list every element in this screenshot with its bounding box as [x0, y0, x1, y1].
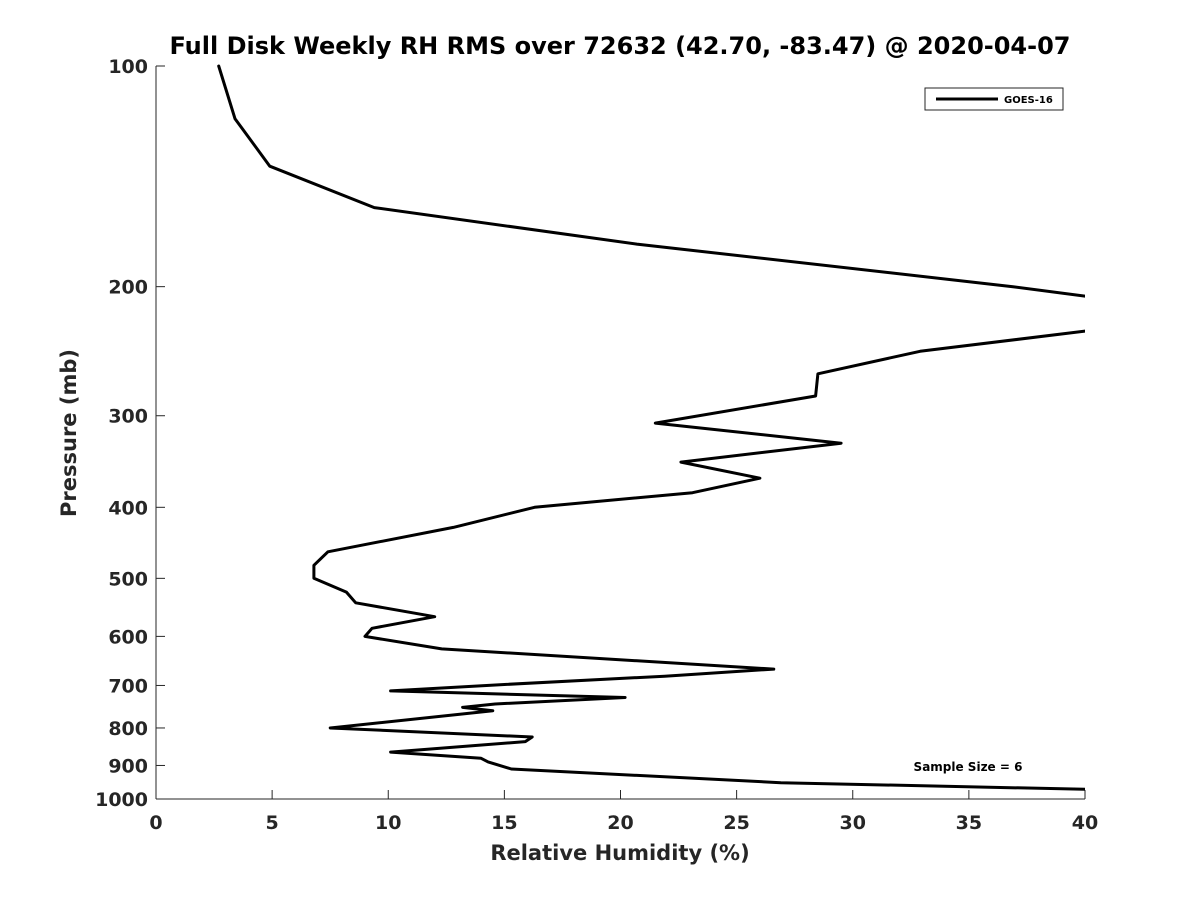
y-tick-label: 500 — [108, 568, 148, 590]
sample-size-annotation: Sample Size = 6 — [914, 760, 1023, 774]
x-tick-label: 30 — [840, 812, 866, 834]
y-tick-label: 100 — [108, 56, 148, 78]
legend-series-label: GOES-16 — [1004, 95, 1053, 106]
x-tick-label: 15 — [491, 812, 517, 834]
series-line-goes16-segment-2 — [312, 329, 1085, 791]
y-axis-ticks: 100 200 300 400 500 600 700 800 900 1000 — [95, 56, 165, 811]
x-tick-label: 10 — [375, 812, 401, 834]
y-tick-label: 1000 — [95, 789, 148, 811]
x-axis-label: Relative Humidity (%) — [490, 841, 749, 865]
x-tick-label: 0 — [149, 812, 162, 834]
x-axis-ticks: 0 5 10 15 20 25 30 35 40 — [149, 790, 1098, 834]
y-tick-label: 200 — [108, 277, 148, 299]
y-tick-label: 900 — [108, 755, 148, 777]
chart-title: Full Disk Weekly RH RMS over 72632 (42.7… — [169, 32, 1070, 60]
x-tick-label: 40 — [1072, 812, 1098, 834]
x-tick-label: 20 — [607, 812, 633, 834]
y-tick-label: 300 — [108, 406, 148, 428]
y-tick-label: 700 — [108, 675, 148, 697]
series-layer — [217, 64, 1085, 791]
y-tick-label: 600 — [108, 626, 148, 648]
series-line-goes16-segment-1 — [217, 64, 1085, 298]
x-tick-label: 25 — [723, 812, 749, 834]
x-tick-label: 35 — [956, 812, 982, 834]
y-tick-label: 800 — [108, 718, 148, 740]
y-tick-label: 400 — [108, 497, 148, 519]
legend: GOES-16 — [924, 87, 1064, 111]
x-tick-label: 5 — [266, 812, 279, 834]
y-axis-label: Pressure (mb) — [57, 349, 81, 517]
